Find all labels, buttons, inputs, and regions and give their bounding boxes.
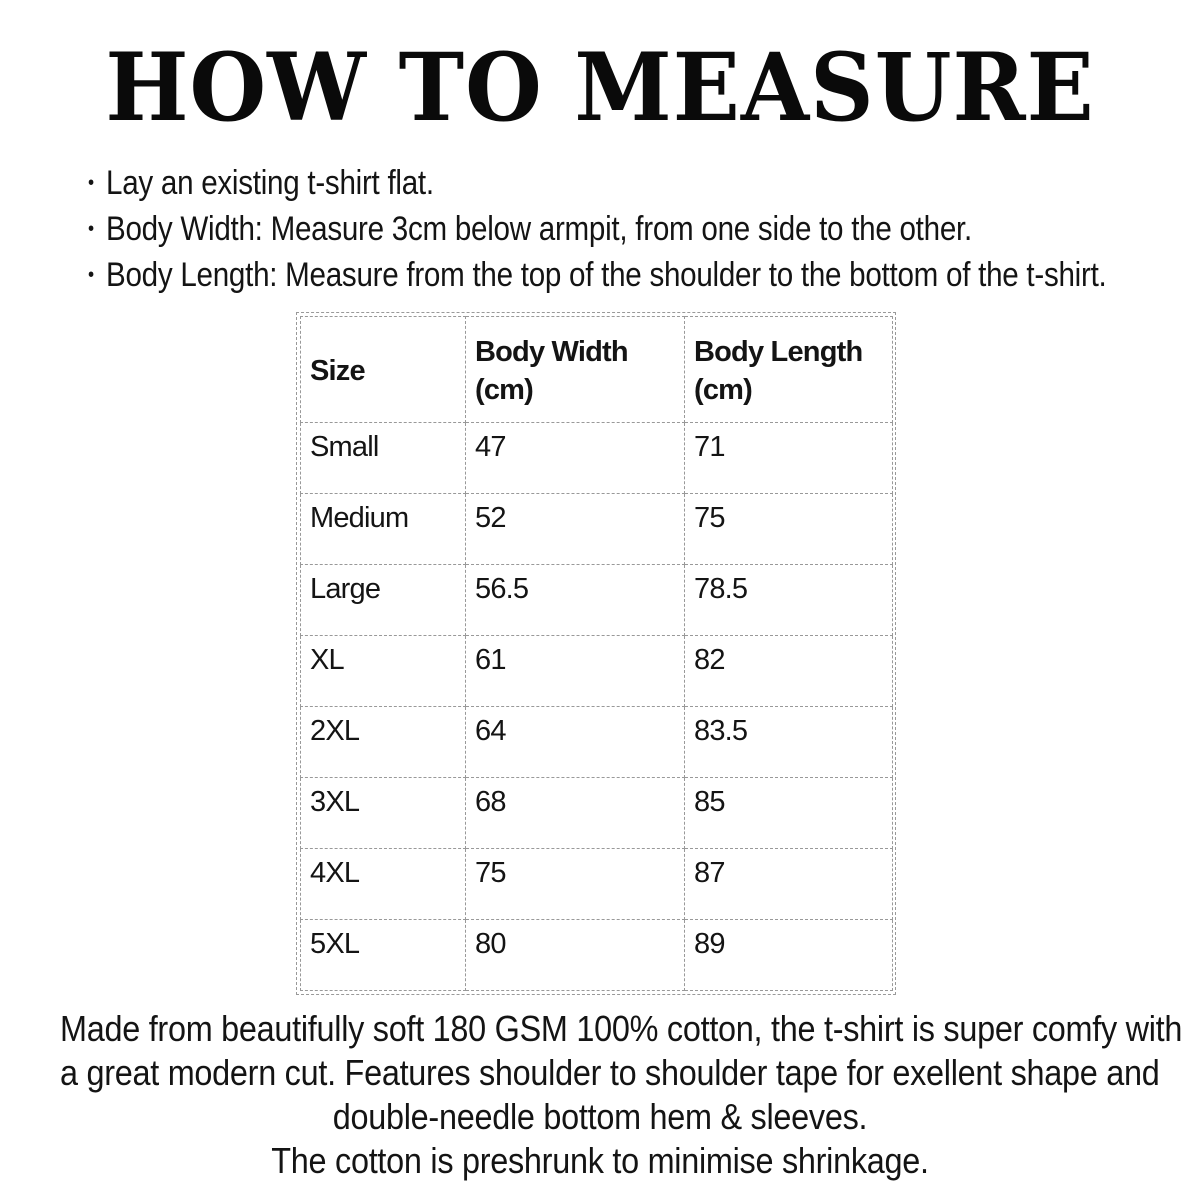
table-row: 2XL 64 83.5 bbox=[300, 706, 893, 778]
table-row: 4XL 75 87 bbox=[300, 848, 893, 920]
table-cell: Small bbox=[300, 422, 466, 494]
instruction-item: • Body Width: Measure 3cm below armpit, … bbox=[88, 206, 1106, 252]
table-row: 3XL 68 85 bbox=[300, 777, 893, 849]
table-cell: XL bbox=[300, 635, 466, 707]
table-cell: Large bbox=[300, 564, 466, 636]
table-cell: 85 bbox=[684, 777, 893, 849]
table-cell: 3XL bbox=[300, 777, 466, 849]
header-cell-body-length: Body Length (cm) bbox=[684, 316, 893, 423]
description-line: Made from beautifully soft 180 GSM 100% … bbox=[60, 1008, 1183, 1049]
instruction-item: • Body Length: Measure from the top of t… bbox=[88, 252, 1107, 298]
instruction-text: Body Width: Measure 3cm below armpit, fr… bbox=[106, 209, 972, 248]
instruction-list: • Lay an existing t-shirt flat. • Body W… bbox=[88, 160, 1107, 298]
table-cell: 64 bbox=[465, 706, 685, 778]
page-title: HOW TO MEASURE bbox=[105, 31, 1095, 143]
table-cell: 83.5 bbox=[684, 706, 893, 778]
header-cell-size: Size bbox=[300, 316, 466, 423]
table-cell: 52 bbox=[465, 493, 685, 565]
header-cell-body-width: Body Width (cm) bbox=[465, 316, 685, 423]
product-description: Made from beautifully soft 180 GSM 100% … bbox=[60, 1007, 1183, 1183]
table-cell: 68 bbox=[465, 777, 685, 849]
instruction-item: • Lay an existing t-shirt flat. bbox=[88, 160, 1106, 206]
size-chart: Size Body Width (cm) Body Length (cm) Sm… bbox=[296, 312, 896, 995]
table-cell: 4XL bbox=[300, 848, 466, 920]
description-line: double-needle bottom hem & sleeves. bbox=[332, 1096, 868, 1137]
table-row: Small 47 71 bbox=[300, 422, 893, 494]
table-row: Medium 52 75 bbox=[300, 493, 893, 565]
table-cell: 78.5 bbox=[684, 564, 893, 636]
table-row: 5XL 80 89 bbox=[300, 919, 893, 991]
table-cell: 56.5 bbox=[465, 564, 685, 636]
table-cell: 61 bbox=[465, 635, 685, 707]
table-header-row: Size Body Width (cm) Body Length (cm) bbox=[300, 316, 893, 423]
table-cell: 47 bbox=[465, 422, 685, 494]
table-row: XL 61 82 bbox=[300, 635, 893, 707]
table-cell: 2XL bbox=[300, 706, 466, 778]
description-line: a great modern cut. Features shoulder to… bbox=[60, 1052, 1160, 1093]
table-cell: 80 bbox=[465, 919, 685, 991]
bullet-icon: • bbox=[88, 217, 94, 240]
table-cell: 87 bbox=[684, 848, 893, 920]
table-cell: 71 bbox=[684, 422, 893, 494]
table-cell: 75 bbox=[684, 493, 893, 565]
table-cell: Medium bbox=[300, 493, 466, 565]
description-line: The cotton is preshrunk to minimise shri… bbox=[271, 1140, 929, 1181]
size-chart-table: Size Body Width (cm) Body Length (cm) Sm… bbox=[300, 316, 893, 991]
instruction-text: Lay an existing t-shirt flat. bbox=[106, 163, 434, 202]
table-cell: 5XL bbox=[300, 919, 466, 991]
table-row: Large 56.5 78.5 bbox=[300, 564, 893, 636]
bullet-icon: • bbox=[88, 171, 94, 194]
table-cell: 82 bbox=[684, 635, 893, 707]
bullet-icon: • bbox=[88, 263, 94, 286]
instruction-text: Body Length: Measure from the top of the… bbox=[106, 255, 1107, 294]
table-cell: 75 bbox=[465, 848, 685, 920]
table-cell: 89 bbox=[684, 919, 893, 991]
